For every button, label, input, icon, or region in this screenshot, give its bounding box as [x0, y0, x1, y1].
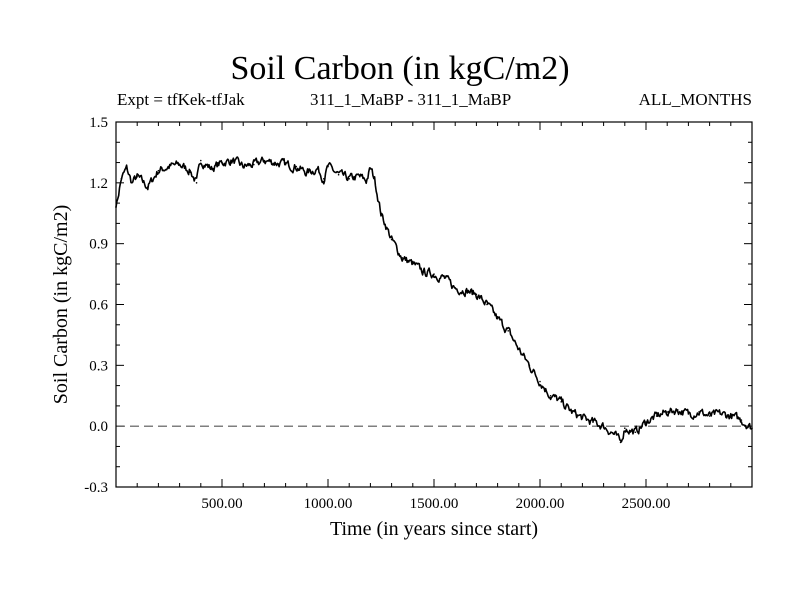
data-point	[295, 165, 298, 168]
data-point	[306, 171, 308, 174]
data-point	[380, 212, 382, 215]
data-point	[373, 177, 376, 180]
data-point	[221, 161, 223, 164]
data-point	[242, 165, 244, 168]
data-point	[619, 441, 622, 444]
data-point	[666, 411, 668, 413]
data-point	[730, 415, 732, 417]
data-point	[348, 177, 351, 180]
data-point	[131, 182, 133, 184]
data-point	[263, 159, 266, 162]
data-point	[677, 409, 679, 411]
data-point	[560, 401, 562, 403]
data-point	[443, 277, 446, 279]
data-point	[136, 175, 138, 178]
experiment-label: Expt = tfKek-tfJak	[117, 90, 245, 109]
data-point	[740, 419, 743, 421]
soil-carbon-series-line	[115, 156, 753, 443]
data-point	[210, 167, 213, 170]
data-point	[528, 364, 531, 367]
x-tick-label: 1000.00	[304, 496, 353, 512]
data-point	[284, 163, 287, 166]
y-axis-title: Soil Carbon (in kgC/m2)	[50, 205, 72, 404]
data-point	[274, 161, 276, 164]
data-point	[518, 348, 520, 350]
data-point	[401, 257, 404, 259]
data-point	[465, 289, 467, 292]
data-point	[634, 431, 637, 434]
data-point	[195, 182, 198, 184]
series-layer	[115, 156, 753, 444]
data-point	[549, 394, 552, 397]
x-tick-label: 2500.00	[622, 496, 671, 512]
data-point	[486, 303, 488, 306]
data-point	[613, 433, 615, 436]
y-tick-label: 0.6	[89, 298, 108, 314]
data-point	[390, 238, 393, 241]
data-point	[496, 317, 499, 320]
x-tick-label: 2000.00	[516, 496, 565, 512]
data-point	[571, 411, 573, 413]
y-tick-label: 0.0	[89, 419, 108, 435]
y-tick-label: 0.9	[89, 237, 108, 253]
y-tick-label: 1.5	[89, 115, 108, 131]
data-point	[316, 167, 319, 170]
data-point	[454, 287, 457, 290]
data-point	[687, 413, 690, 415]
data-point	[581, 417, 584, 419]
data-point	[708, 415, 711, 417]
data-point	[475, 293, 478, 296]
x-tick-label: 1500.00	[410, 496, 459, 512]
data-point	[253, 163, 255, 166]
data-point	[433, 273, 435, 275]
data-point	[359, 175, 361, 178]
data-point	[422, 271, 425, 273]
data-point	[200, 159, 202, 162]
data-point	[539, 380, 541, 383]
chart-title: Soil Carbon (in kgC/m2)	[230, 50, 570, 87]
tick-label-layer: 500.00 1000.00 1500.00 2000.00 2500.00 -0.3 0.…	[84, 115, 670, 512]
data-point	[698, 411, 700, 413]
x-tick-label: 500.00	[201, 496, 242, 512]
data-point	[365, 180, 367, 182]
data-point	[655, 415, 658, 417]
data-point	[189, 169, 191, 172]
data-point	[147, 186, 149, 188]
plot-frame	[115, 121, 753, 488]
data-point	[168, 165, 170, 168]
period-label: 311_1_MaBP - 311_1_MaBP	[310, 90, 512, 109]
data-point	[120, 177, 123, 180]
x-axis-title: Time (in years since start)	[330, 518, 538, 540]
data-point	[412, 263, 414, 265]
data-point	[507, 330, 510, 332]
data-point	[231, 159, 234, 162]
data-point	[337, 173, 340, 176]
data-point	[178, 163, 181, 166]
months-label: ALL_MONTHS	[638, 90, 752, 109]
data-point	[719, 413, 721, 415]
data-point	[602, 425, 605, 427]
data-point	[624, 427, 626, 429]
data-point	[157, 169, 160, 172]
data-point	[125, 167, 128, 170]
y-tick-label: -0.3	[84, 480, 108, 496]
y-tick-label: 1.2	[89, 176, 108, 192]
axis-ticks-layer	[116, 121, 752, 488]
data-point	[592, 421, 594, 423]
y-tick-label: 0.3	[89, 358, 108, 374]
data-point	[327, 165, 329, 168]
data-point	[369, 167, 372, 170]
data-point	[645, 421, 647, 423]
data-point	[322, 177, 325, 180]
